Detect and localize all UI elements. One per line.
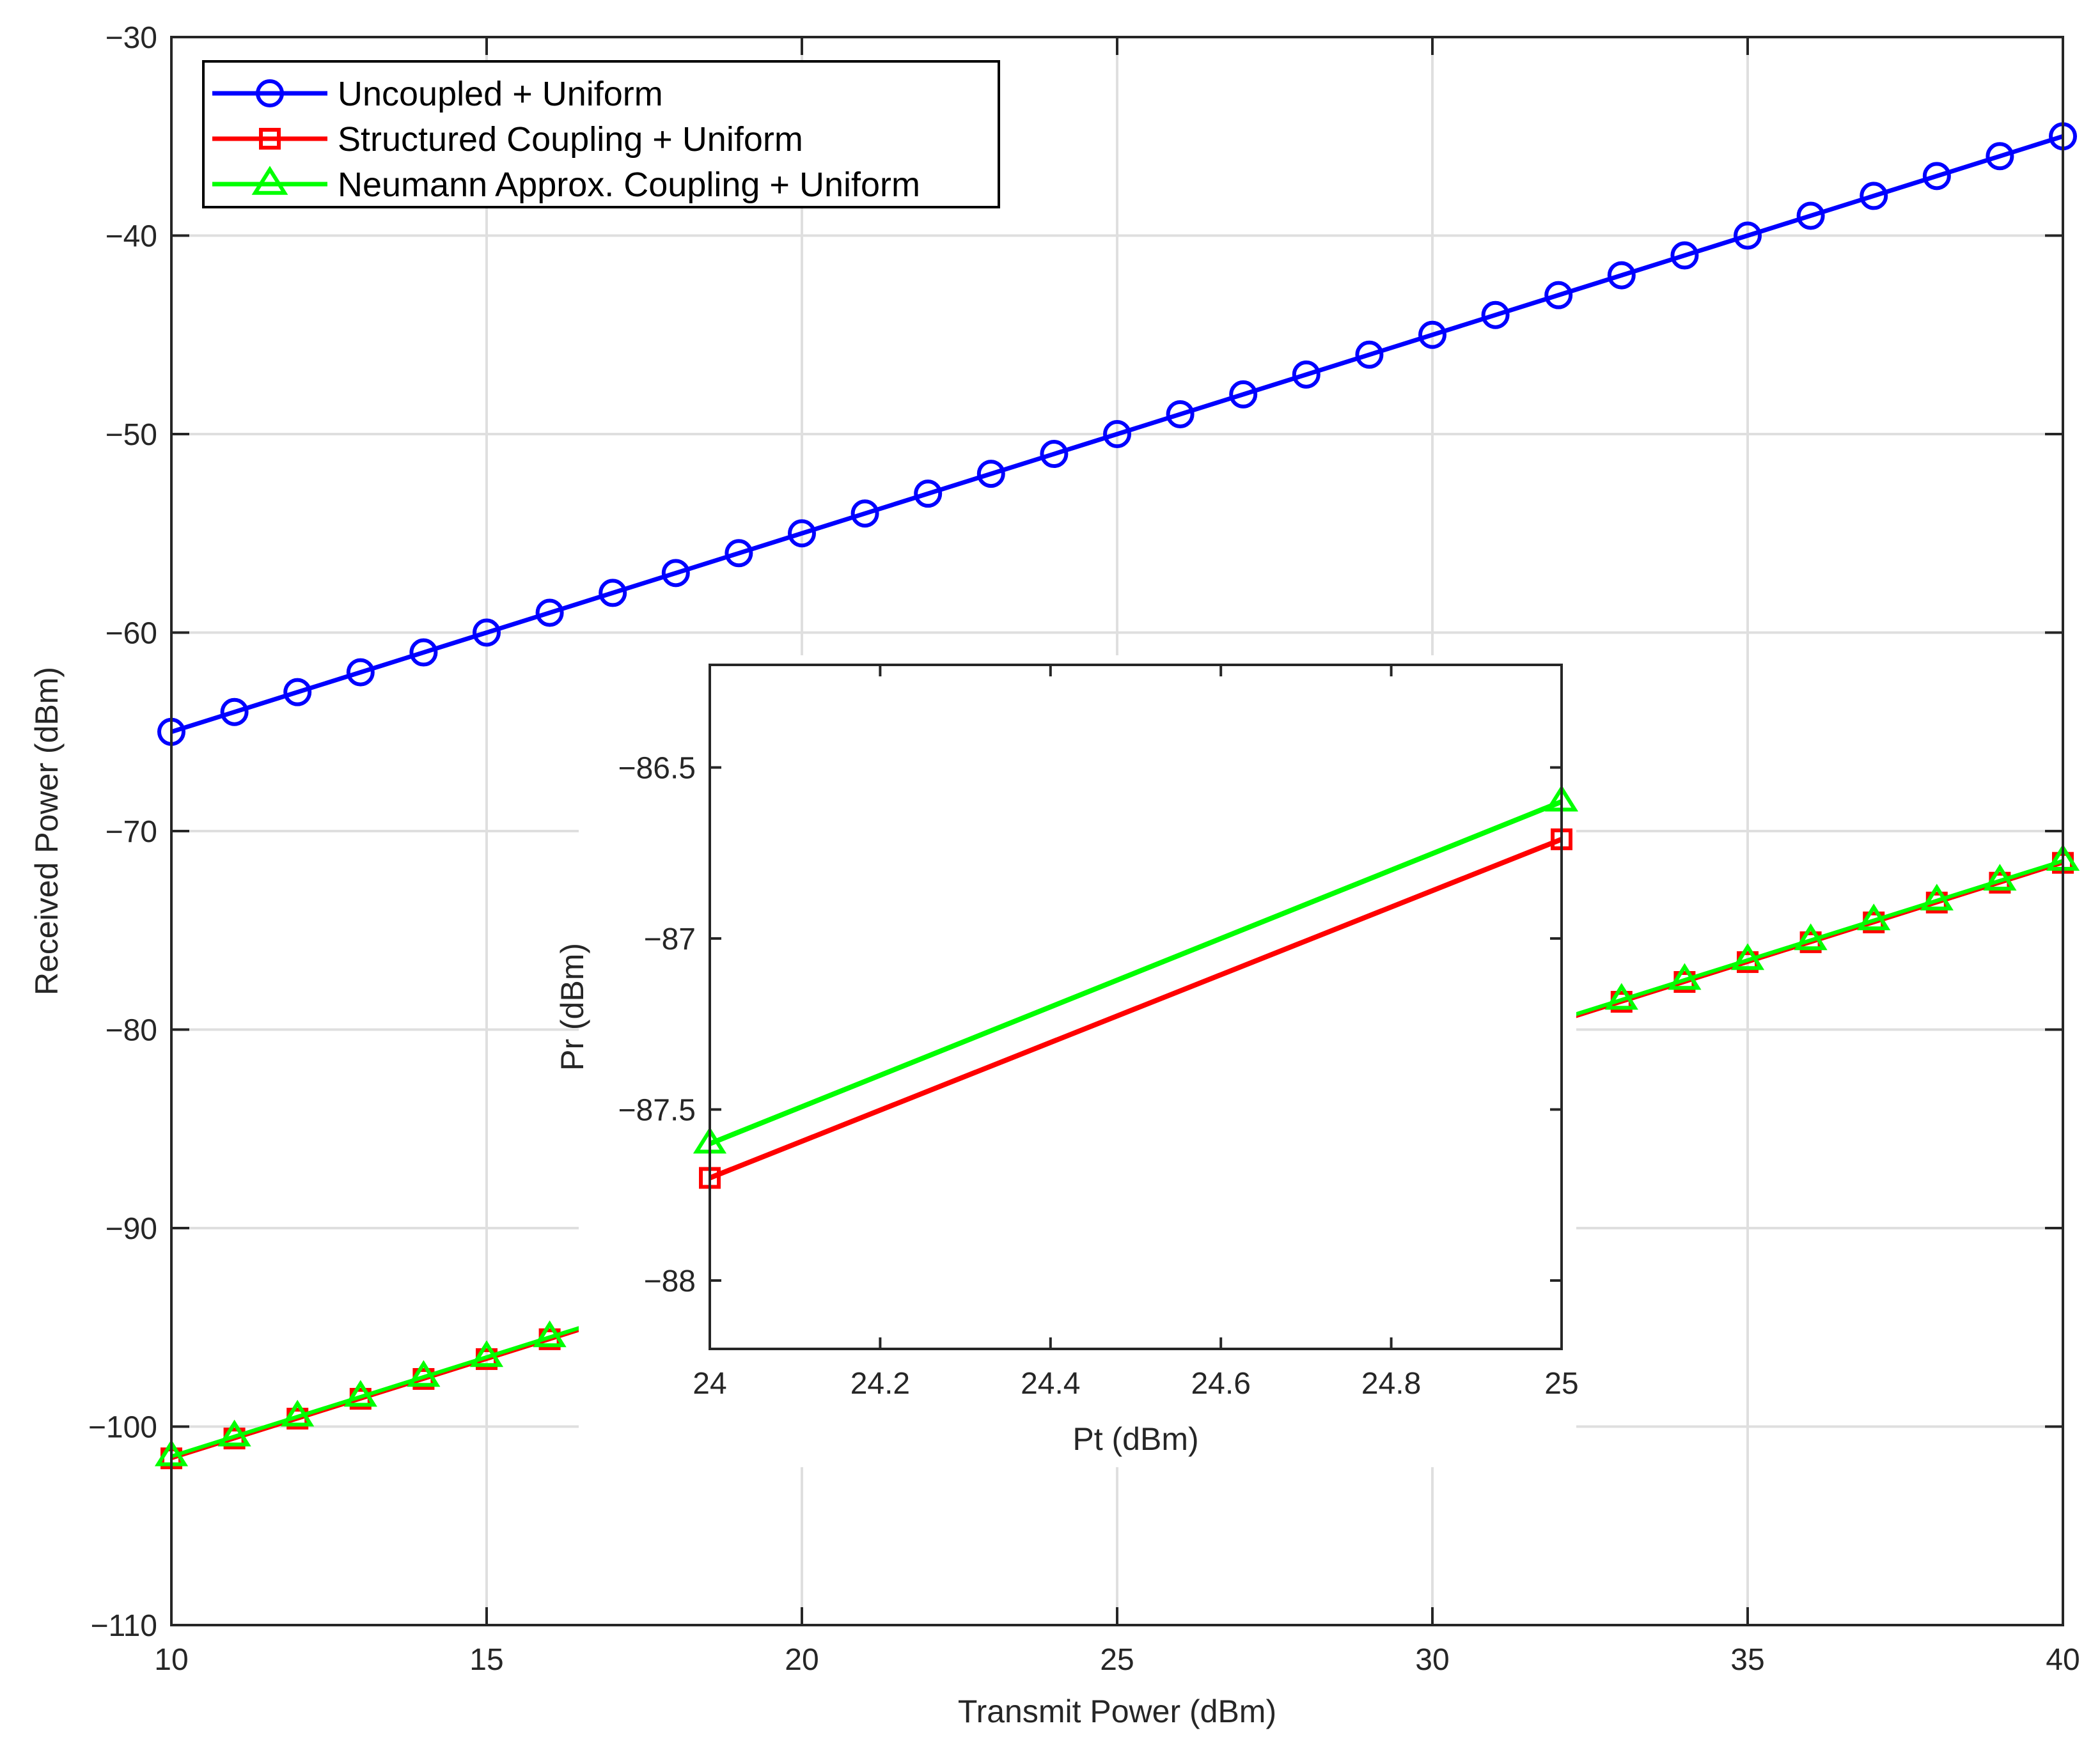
inset-x-tick-label: 24.2: [850, 1367, 910, 1401]
data-point: [1860, 182, 1888, 210]
y-tick-label: −100: [88, 1411, 157, 1445]
inset-y-axis-label: Pr (dBm): [554, 943, 590, 1071]
inset-series-line: [709, 837, 1563, 1181]
x-tick-label: 30: [1415, 1643, 1449, 1677]
data-point: [1544, 281, 1573, 309]
data-point: [1355, 340, 1384, 369]
inset-x-tick-label: 24.4: [1021, 1367, 1080, 1401]
data-point: [409, 638, 438, 667]
data-point: [1668, 963, 1702, 990]
ticks: [170, 36, 2064, 1626]
legend-marker: [256, 79, 284, 107]
legend: Uncoupled + Uniform Structured Coupling +…: [202, 60, 1000, 208]
y-tick-label: −30: [106, 21, 157, 55]
data-point: [976, 460, 1005, 488]
data-point: [850, 499, 879, 528]
data-point: [346, 658, 375, 687]
legend-marker: [251, 166, 288, 195]
legend-box: [202, 60, 1000, 208]
data-point: [1418, 320, 1446, 349]
data-point: [1103, 420, 1131, 448]
y-tick-label: −80: [106, 1014, 157, 1048]
inset-x-tick-label: 24: [693, 1367, 726, 1401]
data-point: [661, 559, 690, 588]
data-point: [1040, 440, 1069, 469]
y-tick-label: −50: [106, 418, 157, 452]
data-point: [1986, 142, 2014, 171]
data-point: [343, 1380, 377, 1407]
inset-x-tick-label: 25: [1544, 1367, 1578, 1401]
data-point: [1292, 360, 1320, 389]
inset-y-tick-label: −87.5: [618, 1094, 696, 1128]
data-point: [1607, 261, 1636, 290]
data-point: [1922, 162, 1951, 191]
y-tick-label: −60: [106, 617, 157, 651]
inset-y-tick-label: −88: [644, 1265, 696, 1298]
x-tick-label: 35: [1730, 1643, 1764, 1677]
inset-axes-box: [709, 664, 1563, 1350]
data-point: [1604, 983, 1638, 1010]
y-tick-label: −40: [106, 220, 157, 254]
inset-plot: 24 24.2 24.4 24.6 24.8 25 −88 −87.5 −87 −86.5 Pt (…: [554, 655, 1579, 1467]
x-tick-label: 25: [1100, 1643, 1134, 1677]
data-point: [535, 598, 564, 627]
legend-marker: [259, 128, 281, 150]
legend-entry-3: Neumann Approx. Coupling + Uniform: [212, 166, 920, 204]
data-point: [599, 579, 627, 607]
inset-y-tick-label: −86.5: [618, 752, 696, 786]
x-axis-label: Transmit Power (dBm): [958, 1693, 1276, 1729]
data-point: [725, 539, 753, 568]
x-tick-label: 15: [469, 1643, 503, 1677]
inset-x-tick-label: 24.8: [1361, 1367, 1421, 1401]
data-point: [914, 479, 943, 508]
inset-x-tick-label: 24.6: [1191, 1367, 1250, 1401]
inset-x-axis-label: Pt (dBm): [1072, 1421, 1198, 1457]
y-tick-label: −90: [106, 1212, 157, 1246]
data-point: [533, 1320, 567, 1348]
data-point: [1920, 884, 1954, 911]
data-point: [407, 1360, 441, 1387]
x-tick-label: 20: [785, 1643, 819, 1677]
y-tick-label: −70: [106, 815, 157, 849]
legend-label: Uncoupled + Uniform: [338, 75, 663, 113]
data-point: [473, 618, 501, 647]
data-point: [1796, 201, 1825, 230]
inset-y-tick-label: −87: [644, 923, 696, 956]
legend-entry-2: Structured Coupling + Uniform: [212, 120, 803, 159]
data-point: [220, 697, 249, 726]
inset-series-line: [709, 799, 1563, 1146]
x-tick-label: 10: [154, 1643, 188, 1677]
data-point: [788, 519, 816, 548]
legend-label: Neumann Approx. Coupling + Uniform: [338, 166, 920, 204]
y-tick-label: −110: [90, 1609, 157, 1643]
data-point: [1734, 221, 1762, 250]
data-point: [1229, 380, 1258, 409]
series-line: [170, 134, 2064, 735]
data-point: [1794, 923, 1828, 951]
data-point: [217, 1419, 251, 1447]
data-point: [1983, 864, 2017, 891]
data-point: [283, 678, 312, 706]
legend-label: Structured Coupling + Uniform: [338, 120, 803, 159]
inset-background: [579, 655, 1576, 1467]
data-point: [469, 1340, 504, 1367]
y-axis-label: Received Power (dBm): [29, 667, 65, 995]
data-point: [1166, 400, 1195, 428]
data-point: [1857, 903, 1891, 931]
data-point: [1730, 943, 1765, 970]
data-point: [281, 1399, 315, 1427]
legend-entry-1: Uncoupled + Uniform: [212, 75, 663, 113]
data-point: [1481, 300, 1510, 329]
series-1: [157, 122, 2077, 746]
x-tick-label: 40: [2046, 1643, 2080, 1677]
data-point: [1670, 241, 1699, 270]
